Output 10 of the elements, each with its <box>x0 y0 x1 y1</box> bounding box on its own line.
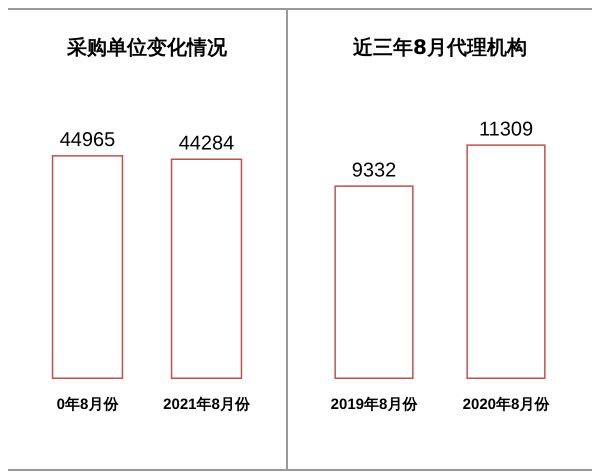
chart-title: 近三年8月代理机构 <box>352 35 527 59</box>
x-tick-label: 2021年8月份 <box>163 396 251 413</box>
x-tick-label: 0年8月份 <box>56 396 120 413</box>
data-label: 44284 <box>178 132 234 154</box>
x-tick-label: 2019年8月份 <box>330 396 418 413</box>
x-tick-label: 2020年8月份 <box>462 396 550 413</box>
data-label: 44965 <box>60 129 116 152</box>
data-label: 11309 <box>478 118 534 140</box>
chart-title: 采购单位变化情况 <box>66 35 228 59</box>
data-label: 9332 <box>352 159 396 182</box>
